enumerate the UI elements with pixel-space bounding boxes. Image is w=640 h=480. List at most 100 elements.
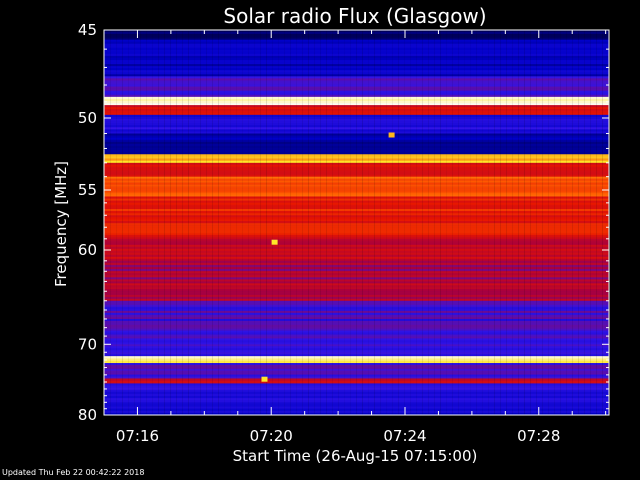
freq-band-2 [104, 86, 609, 89]
freq-band-16 [104, 326, 609, 329]
freq-band-10 [104, 200, 609, 204]
texture-stripe [572, 30, 573, 415]
freq-band-5 [104, 127, 609, 130]
freq-band-18 [104, 358, 609, 362]
texture-stripe [470, 30, 471, 415]
texture-stripe [110, 30, 111, 415]
freq-band-0 [104, 31, 609, 35]
freq-band-12 [104, 246, 609, 250]
freq-band-4 [104, 109, 609, 112]
freq-band-16 [104, 342, 609, 345]
freq-band-1 [104, 55, 609, 59]
freq-band-1 [104, 66, 609, 69]
freq-band-5 [104, 121, 609, 124]
texture-stripe [548, 30, 549, 415]
freq-band-1 [104, 41, 609, 45]
freq-band-6 [104, 133, 609, 136]
y-axis-label: Frequency [MHz] [52, 161, 70, 287]
freq-band-2 [104, 92, 609, 96]
texture-stripe [236, 30, 237, 415]
freq-band-21 [104, 393, 609, 397]
texture-stripe [464, 30, 465, 415]
texture-stripe [248, 30, 249, 415]
freq-band-1 [104, 49, 609, 53]
texture-stripe [314, 30, 315, 415]
texture-stripe [266, 30, 267, 415]
freq-band-3 [104, 103, 609, 106]
freq-band-6 [104, 145, 609, 149]
freq-band-5 [104, 118, 609, 122]
texture-stripe [344, 30, 345, 415]
freq-band-20 [104, 380, 609, 384]
freq-band-1 [104, 68, 609, 71]
freq-band-10 [104, 213, 609, 216]
freq-band-12 [104, 250, 609, 254]
freq-band-6 [104, 150, 609, 153]
texture-stripe [308, 30, 309, 415]
freq-band-11 [104, 223, 609, 226]
freq-band-13 [104, 260, 609, 264]
freq-band-0 [104, 37, 609, 40]
freq-band-17 [104, 348, 609, 351]
update-timestamp: Updated Thu Feb 22 00:42:22 2018 [2, 468, 145, 477]
freq-band-15 [104, 308, 609, 312]
texture-stripe [524, 30, 525, 415]
texture-stripe [230, 30, 231, 415]
freq-band-0 [104, 35, 609, 39]
texture-stripe [374, 30, 375, 415]
freq-band-21 [104, 398, 609, 401]
freq-band-11 [104, 227, 609, 230]
freq-band-1 [104, 60, 609, 63]
x-axis-label: Start Time (26-Aug-15 07:15:00) [233, 447, 478, 465]
freq-band-1 [104, 74, 609, 77]
texture-stripe [356, 30, 357, 415]
texture-stripe [434, 30, 435, 415]
texture-stripe [566, 30, 567, 415]
freq-band-15 [104, 304, 609, 308]
freq-band-6 [104, 143, 609, 147]
texture-stripe [116, 30, 117, 415]
x-axis: 07:16 07:20 07:24 07:28 [103, 30, 607, 445]
freq-band-22 [104, 408, 609, 412]
texture-stripe [386, 30, 387, 415]
freq-band-15 [104, 314, 609, 318]
freq-band-1 [104, 45, 609, 49]
texture-stripe [416, 30, 417, 415]
freq-band-22 [104, 402, 609, 405]
freq-band-2 [104, 90, 609, 94]
texture-stripe [446, 30, 447, 415]
texture-stripe [500, 30, 501, 415]
freq-band-13 [104, 262, 609, 266]
freq-band-19 [104, 364, 609, 368]
freq-band-16 [104, 324, 609, 328]
freq-band-12 [104, 242, 609, 246]
freq-band-15 [104, 316, 609, 320]
x-tick-label: 07:16 [116, 427, 159, 445]
freq-band-9 [104, 180, 609, 183]
freq-band-1 [104, 39, 609, 43]
texture-stripe [404, 30, 405, 415]
freq-band-10 [104, 206, 609, 210]
freq-band-11 [104, 236, 609, 240]
freq-band-8 [104, 174, 609, 177]
texture-stripe [320, 30, 321, 415]
freq-band-14 [104, 283, 609, 286]
texture-stripe [554, 30, 555, 415]
freq-band-5 [104, 123, 609, 126]
freq-band-21 [104, 389, 609, 393]
freq-band-14 [104, 285, 609, 288]
texture-stripe [182, 30, 183, 415]
texture-stripe [542, 30, 543, 415]
texture-stripe [170, 30, 171, 415]
x-tick-label: 07:28 [517, 427, 560, 445]
texture-stripe [380, 30, 381, 415]
freq-band-10 [104, 198, 609, 201]
freq-band-5 [104, 125, 609, 128]
freq-band-17 [104, 350, 609, 353]
freq-band-5 [104, 131, 609, 134]
freq-band-7 [104, 158, 609, 161]
freq-band-1 [104, 43, 609, 47]
texture-stripe [488, 30, 489, 415]
texture-stripe [128, 30, 129, 415]
